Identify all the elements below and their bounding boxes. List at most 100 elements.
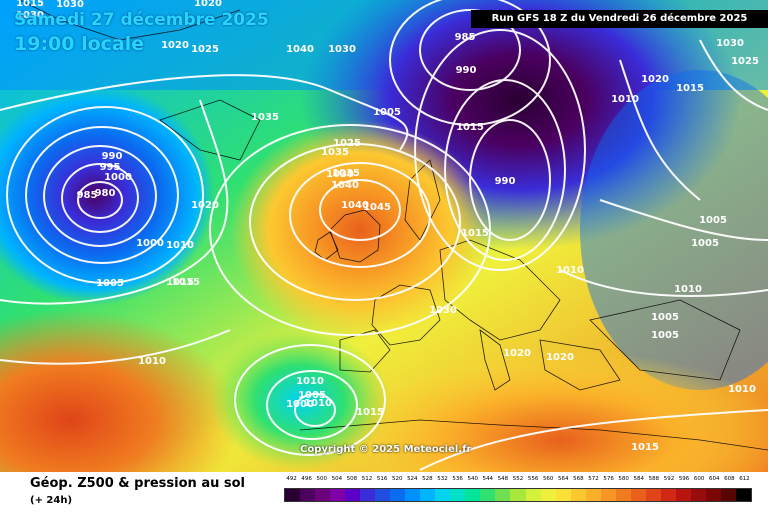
isobar-pressure-label: 995 [100, 162, 121, 173]
weather-map: 1015 1030 1020 1025 1035 1040 1030 985 990 1030 10… [0, 0, 768, 472]
isobar-pressure-label: 1005 [699, 215, 727, 226]
isobar-pressure-label: 1005 [96, 278, 124, 289]
isobar-pressure-label: 1015 [16, 0, 44, 9]
isobar-pressure-label: 1020 [191, 200, 219, 211]
isobar-pressure-label: 1035 [251, 112, 279, 123]
scale-label: 564 [558, 476, 569, 482]
isobar-pressure-label: 1045 [363, 202, 391, 213]
isobar-pressure-label: 1005 [651, 312, 679, 323]
scale-label: 520 [391, 476, 403, 482]
scale-swatch [300, 489, 316, 501]
isobar-pressure-label: 990 [495, 176, 516, 187]
isobar-pressure-label: 1015 [676, 83, 704, 94]
isobar-pressure-label: 1010 [611, 94, 639, 105]
scale-label: 508 [346, 476, 358, 482]
scale-swatch [375, 489, 391, 501]
isobar-pressure-label: 1010 [674, 284, 702, 295]
scale-swatch [510, 489, 526, 501]
scale-swatch [630, 489, 646, 501]
scale-label: 500 [316, 476, 327, 482]
isobar-pressure-label: 1025 [731, 56, 759, 67]
scale-bar [284, 488, 752, 502]
isobar-pressure-label: 1010 [166, 240, 194, 251]
isobar-pressure-label: 1015 [456, 122, 484, 133]
isobar-pressure-label: 1005 [373, 107, 401, 118]
isobar-pressure-label: 1040 [331, 180, 359, 191]
isobar-pressure-label: 1015 [461, 228, 489, 239]
isobar-pressure-label: 985 [77, 190, 98, 201]
forecast-local-time: 19:00 locale [14, 33, 145, 55]
scale-label: 580 [618, 476, 629, 482]
isobar-pressure-label: 1010 [304, 398, 332, 409]
scale-label: 528 [422, 476, 433, 482]
scale-label: 540 [467, 476, 478, 482]
scale-label: 588 [648, 476, 660, 482]
isobar-pressure-label: 1015 [631, 442, 659, 453]
scale-swatch [420, 489, 436, 501]
isobar-pressure-label: 1005 [691, 238, 719, 249]
isobar-pressure-label: 1005 [298, 390, 326, 401]
isobar-pressure-label: 1020 [641, 74, 669, 85]
scale-swatch [735, 489, 751, 501]
isobar-pressure-label: 985 [455, 32, 476, 43]
scale-label: 600 [693, 476, 705, 482]
isobar-pressure-label: 1015 [166, 277, 194, 288]
isobar-pressure-label: 1020 [194, 0, 222, 9]
isobar-pressure-label: 1000 [136, 238, 164, 249]
scale-swatch [285, 489, 301, 501]
isobar-pressure-label: 1035 [321, 147, 349, 158]
scale-label: 592 [663, 476, 675, 482]
scale-swatch [705, 489, 721, 501]
scale-swatch [675, 489, 691, 501]
model-run-banner: Run GFS 18 Z du Vendredi 26 décembre 202… [471, 10, 768, 28]
scale-label: 568 [573, 476, 584, 482]
scale-swatch [330, 489, 346, 501]
scale-label: 536 [452, 476, 463, 482]
scale-swatch [540, 489, 556, 501]
scale-label: 608 [724, 476, 735, 482]
scale-label: 560 [542, 476, 554, 482]
isobar-pressure-label: 1025 [191, 44, 219, 55]
scale-label: 544 [482, 476, 494, 482]
scale-swatch [645, 489, 661, 501]
scale-label: 524 [407, 476, 418, 482]
isobar-pressure-label: 1010 [138, 356, 166, 367]
geopotential-color-scale: 492 496 500 504 508 512 516 520 524 528 532 536 540 5… [284, 476, 752, 502]
scale-swatch [720, 489, 736, 501]
scale-swatch [615, 489, 631, 501]
scale-swatch [390, 489, 406, 501]
isobar-pressure-label: 1010 [556, 265, 584, 276]
isobar-pressure-label: 1040 [286, 44, 314, 55]
isobar-pressure-label: 1030 [16, 10, 44, 21]
scale-label: 612 [739, 476, 750, 482]
scale-label: 512 [361, 476, 373, 482]
scale-swatch [435, 489, 451, 501]
scale-swatch [555, 489, 571, 501]
scale-swatch [405, 489, 421, 501]
scale-swatch [480, 489, 496, 501]
isobar-pressure-label: 1010 [728, 384, 756, 395]
scale-swatch [585, 489, 601, 501]
scale-swatch [495, 489, 511, 501]
scale-swatch [660, 489, 676, 501]
isobar-pressure-label: 1015 [172, 277, 200, 288]
copyright-notice: Copyright © 2025 Meteociel.fr [300, 444, 472, 455]
scale-label: 604 [709, 476, 720, 482]
scale-label: 576 [603, 476, 614, 482]
isobar-pressure-label: 1020 [161, 40, 189, 51]
isobar-pressure-label: 1030 [716, 38, 744, 49]
scale-label: 596 [678, 476, 690, 482]
scale-labels: 492 496 500 504 508 512 516 520 524 528 532 536 540 5… [284, 476, 752, 486]
map-footer: Géop. Z500 & pression au sol (+ 24h) 492… [0, 472, 768, 512]
map-title: Géop. Z500 & pression au sol [30, 476, 245, 491]
isobar-pressure-label: 1005 [651, 330, 679, 341]
scale-swatch [360, 489, 376, 501]
isobar-pressure-label: 1030 [328, 44, 356, 55]
scale-label: 496 [301, 476, 312, 482]
scale-swatch [450, 489, 466, 501]
isobar-pressure-label: 1015 [356, 407, 384, 418]
isobar-pressure-label: 1000 [286, 399, 314, 410]
scale-label: 552 [512, 476, 524, 482]
isobar-pressure-label: 1000 [104, 172, 132, 183]
